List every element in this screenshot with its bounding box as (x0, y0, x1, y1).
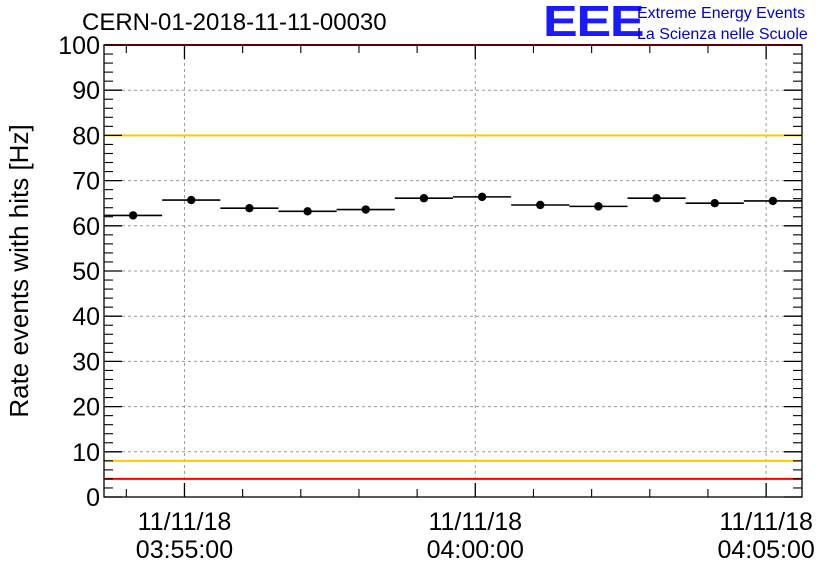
y-tick-label: 60 (72, 213, 100, 241)
data-point (162, 195, 221, 205)
data-point (511, 200, 570, 210)
data-marker (536, 200, 545, 210)
x-tick-time-label: 03:55:00 (136, 536, 233, 564)
data-marker (652, 194, 661, 203)
data-marker (477, 192, 487, 202)
y-tick-label: 80 (72, 122, 100, 150)
data-point (569, 202, 628, 211)
y-tick-label: 50 (72, 258, 100, 286)
y-tick-label: 70 (72, 168, 100, 196)
data-marker (128, 211, 138, 220)
x-tick-time-label: 04:05:00 (717, 536, 814, 564)
y-tick-label: 40 (72, 303, 100, 331)
logo-mark: EEE (543, 0, 645, 46)
grid (104, 45, 802, 497)
data-marker (187, 195, 196, 205)
y-tick-label: 10 (72, 439, 100, 467)
x-tick-date-label: 11/11/18 (428, 508, 522, 536)
data-point (336, 205, 395, 214)
data-point (453, 192, 512, 202)
x-tick-date-label: 11/11/18 (719, 508, 813, 536)
eee-logo: EEE Extreme Energy Events La Scienza nel… (543, 0, 833, 46)
data-marker (419, 194, 429, 203)
data-marker (245, 203, 254, 213)
data-point (220, 203, 279, 213)
x-tick-date-label: 11/11/18 (138, 508, 232, 536)
data-point (685, 199, 744, 208)
data-marker (710, 199, 719, 208)
data-point (394, 194, 453, 203)
logo-line-1: Extreme Energy Events (637, 5, 806, 22)
y-tick-label: 30 (72, 348, 100, 376)
data-marker (594, 202, 603, 211)
logo-line-2: La Scienza nelle Scuole (637, 26, 808, 43)
data-marker (361, 205, 370, 214)
data-point (278, 207, 337, 216)
y-axis-label: Rate events with hits [Hz] (4, 124, 34, 417)
reference-lines (104, 44, 802, 480)
y-tick-label: 20 (72, 394, 100, 422)
data-marker (303, 207, 312, 216)
data-point (627, 194, 686, 203)
x-tick-time-label: 04:00:00 (427, 536, 524, 564)
y-tick-label: 100 (58, 32, 100, 60)
axis-ticks: 010203040506070809010011/11/1803:55:0011… (58, 32, 815, 564)
data-point (743, 196, 802, 206)
y-tick-label: 90 (72, 77, 100, 105)
data-marker (768, 196, 778, 206)
data-point (104, 211, 163, 220)
data-series (104, 192, 802, 220)
y-tick-label: 0 (86, 484, 100, 512)
run-title: CERN-01-2018-11-11-00030 (82, 9, 387, 36)
